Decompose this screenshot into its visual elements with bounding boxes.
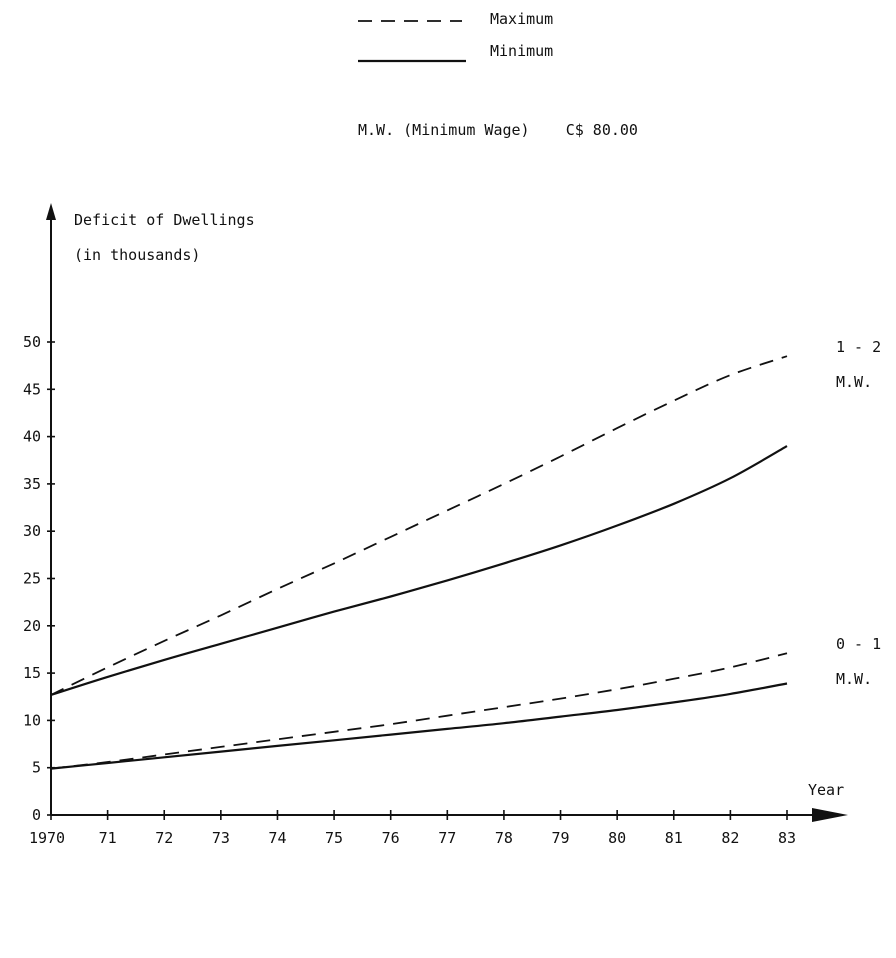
y-ticks: 0 5 10 15 20 25 30 35 40 45 50 xyxy=(23,333,55,824)
x-tick-label: 82 xyxy=(721,829,739,847)
y-tick-label: 50 xyxy=(23,333,41,351)
x-tick-label: 73 xyxy=(212,829,230,847)
y-axis-arrow xyxy=(46,203,56,220)
group-labels: 1 - 2 M.W. 0 - 1 M.W. xyxy=(836,338,881,688)
y-tick-label: 40 xyxy=(23,428,41,446)
y-tick-label: 25 xyxy=(23,570,41,588)
x-tick-label: 83 xyxy=(778,829,796,847)
x-axis-arrow xyxy=(812,808,848,822)
group-label-mw: M.W. xyxy=(836,373,872,391)
x-tick-label: 72 xyxy=(155,829,173,847)
y-tick-label: 20 xyxy=(23,617,41,635)
x-tick-label: 79 xyxy=(552,829,570,847)
x-tick-label: 75 xyxy=(325,829,343,847)
series-line-solid-1 xyxy=(50,445,788,696)
legend-label-minimum: Minimum xyxy=(490,42,553,60)
y-tick-label: 0 xyxy=(32,806,41,824)
x-tick-label: 74 xyxy=(268,829,286,847)
x-tick-label: 80 xyxy=(608,829,626,847)
series-line-dashed-0 xyxy=(50,355,788,696)
y-tick-label: 10 xyxy=(23,711,41,729)
x-tick-label: 81 xyxy=(665,829,683,847)
group-label-mw: M.W. xyxy=(836,670,872,688)
x-ticks: 1970 71 72 73 74 75 76 77 78 79 80 81 82 83 xyxy=(29,810,796,847)
x-tick-label: 78 xyxy=(495,829,513,847)
x-tick-label: 77 xyxy=(438,829,456,847)
legend: Maximum Minimum M.W. (Minimum Wage) C$ 8… xyxy=(358,10,638,139)
y-tick-label: 45 xyxy=(23,380,41,398)
y-axis-label-line2: (in thousands) xyxy=(74,246,200,264)
legend-label-maximum: Maximum xyxy=(490,10,553,28)
group-label-range: 1 - 2 xyxy=(836,338,881,356)
y-tick-label: 5 xyxy=(32,759,41,777)
series-layer xyxy=(50,355,788,770)
x-tick-label: 1970 xyxy=(29,829,65,847)
group-label-range: 0 - 1 xyxy=(836,635,881,653)
y-tick-label: 15 xyxy=(23,664,41,682)
y-tick-label: 35 xyxy=(23,475,41,493)
series-line-solid-3 xyxy=(50,682,788,770)
minimum-wage-note: M.W. (Minimum Wage) C$ 80.00 xyxy=(358,121,638,139)
y-axis-label-line1: Deficit of Dwellings xyxy=(74,211,255,229)
x-tick-label: 71 xyxy=(99,829,117,847)
series-line-dashed-2 xyxy=(50,652,788,770)
x-tick-label: 76 xyxy=(382,829,400,847)
x-axis-label: Year xyxy=(808,781,844,799)
y-tick-label: 30 xyxy=(23,522,41,540)
